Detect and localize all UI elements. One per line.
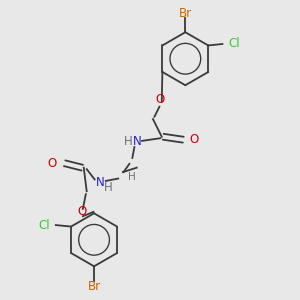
Text: Cl: Cl [38,219,50,232]
Text: O: O [78,205,87,218]
Text: N: N [132,135,141,148]
Text: Br: Br [179,7,192,20]
Text: O: O [47,157,57,170]
Text: O: O [156,93,165,106]
Text: H: H [124,135,133,148]
Text: Br: Br [88,280,100,293]
Text: H: H [104,181,112,194]
Text: N: N [96,176,104,189]
Text: Cl: Cl [228,38,240,50]
Text: O: O [189,133,198,146]
Text: H: H [128,172,136,182]
